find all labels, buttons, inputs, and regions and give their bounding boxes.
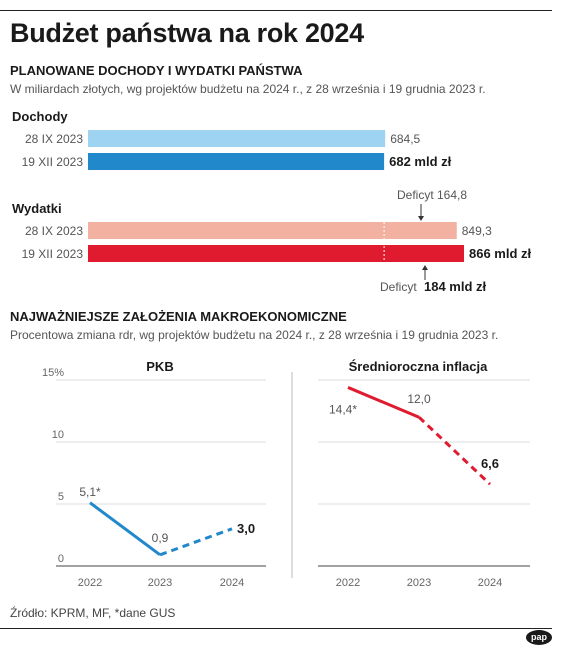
row-label: 28 IX 2023	[25, 224, 83, 238]
row-label: 19 XII 2023	[22, 247, 84, 261]
section2-title: NAJWAŻNIEJSZE ZAŁOŻENIA MAKROEKONOMICZNE	[10, 309, 347, 324]
section1-title: PLANOWANE DOCHODY I WYDATKI PAŃSTWA	[10, 63, 303, 78]
bar-value-label: 684,5	[390, 132, 420, 146]
bar	[88, 222, 457, 239]
deficit-dec-arrowhead	[422, 265, 428, 270]
row-label: 19 XII 2023	[22, 155, 84, 169]
bar	[88, 245, 464, 262]
top-rule	[0, 10, 552, 11]
y-tick-label: 5	[58, 491, 64, 503]
inflation-x-tick: 2023	[407, 577, 431, 589]
deficit-sep-prefix: Deficyt 164,8	[397, 188, 467, 202]
deficit-dec-prefix: Deficyt	[380, 280, 417, 294]
bar	[88, 130, 386, 147]
section2-subtitle: Procentowa zmiana rdr, wg projektów budż…	[10, 328, 499, 342]
macro-line-charts: 0 5 10 15% PKB 2022 5,1* 2023 0,9 2024 3,0 Średnior…	[42, 359, 530, 589]
inflation-series-projection	[417, 416, 492, 486]
page-title: Budżet państwa na rok 2024	[10, 18, 364, 48]
bar-value-label: 849,3	[462, 224, 492, 238]
pkb-series-line	[89, 501, 161, 557]
row-label: 28 IX 2023	[25, 132, 83, 146]
bottom-rule	[0, 628, 552, 629]
inflation-x-tick: 2024	[478, 577, 502, 589]
pkb-data-label: 5,1*	[79, 485, 101, 499]
inflation-data-label: 12,0	[407, 392, 431, 406]
group-label-1: Wydatki	[12, 201, 62, 216]
pkb-x-tick: 2022	[78, 577, 102, 589]
budget-bar-chart: Dochody 28 IX 2023 684,5 19 XII 2023 682 mld…	[12, 109, 532, 294]
source-note: Źródło: KPRM, MF, *dane GUS	[10, 606, 176, 620]
pap-logo: pap	[526, 630, 552, 645]
deficit-dec-value: 184 mld zł	[424, 279, 487, 294]
pkb-x-tick: 2024	[220, 577, 244, 589]
group-label-0: Dochody	[12, 109, 68, 124]
pkb-data-label: 3,0	[237, 521, 255, 536]
pkb-title: PKB	[146, 359, 173, 374]
bar-value-label: 682 mld zł	[389, 154, 452, 169]
bar	[88, 153, 385, 170]
y-tick-label: 15%	[42, 367, 64, 379]
inflation-data-label: 6,6	[481, 456, 499, 471]
pkb-series-projection	[159, 527, 233, 557]
inflation-x-tick: 2022	[336, 577, 360, 589]
y-tick-label: 0	[58, 553, 64, 565]
deficit-sep-arrowhead	[418, 216, 424, 221]
inflation-series-line	[347, 386, 420, 419]
inflation-title: Średnioroczna inflacja	[349, 359, 488, 374]
y-tick-label: 10	[52, 429, 64, 441]
inflation-data-label: 14,4*	[329, 402, 357, 416]
section1-subtitle: W miliardach złotych, wg projektów budże…	[10, 82, 486, 96]
bar-value-label: 866 mld zł	[469, 246, 532, 261]
pkb-x-tick: 2023	[148, 577, 172, 589]
pkb-data-label: 0,9	[152, 531, 169, 545]
